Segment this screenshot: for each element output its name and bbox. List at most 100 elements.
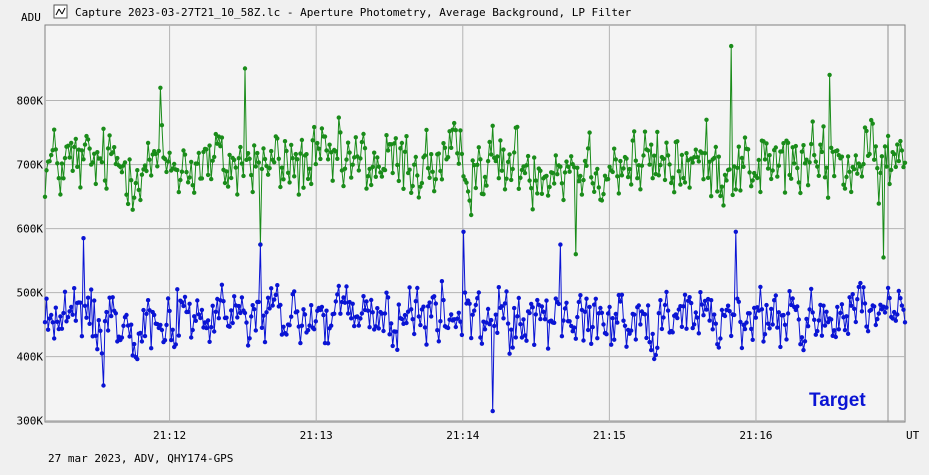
series-comparison-point [695, 155, 700, 160]
series-target-point [79, 334, 85, 339]
series-target-point [149, 346, 154, 351]
series-comparison-point [295, 157, 300, 162]
series-target-point [749, 326, 754, 332]
series-comparison-point [144, 168, 149, 174]
series-comparison-point [662, 177, 668, 183]
series-target-point [610, 316, 615, 321]
series-comparison-point [889, 167, 894, 173]
series-comparison-point [855, 171, 860, 176]
series-comparison-point [296, 192, 301, 197]
series-comparison-point [255, 150, 260, 156]
series-target-point [573, 336, 578, 341]
series-target-point [758, 284, 763, 290]
series-target-point [722, 313, 728, 319]
x-tick-label: 21:14 [446, 429, 479, 442]
series-target-point [113, 311, 119, 316]
series-comparison-point [87, 146, 92, 151]
series-comparison-point [596, 185, 601, 190]
series-comparison-point [712, 155, 717, 161]
series-target-point [821, 303, 826, 308]
series-target-point [192, 314, 197, 319]
series-comparison-point [529, 186, 534, 191]
series-comparison-point [213, 131, 218, 137]
series-comparison-point [612, 146, 617, 151]
series-comparison-point [829, 145, 834, 150]
series-comparison-point [115, 155, 120, 161]
series-target-point [50, 320, 55, 325]
series-target-point [92, 298, 97, 303]
series-comparison-point [716, 154, 721, 159]
series-target-point [862, 301, 868, 306]
series-target-point [232, 294, 237, 299]
y-tick-label: 800K [17, 95, 44, 108]
series-comparison-point [667, 162, 672, 167]
series-comparison-point [453, 128, 458, 133]
series-target-point [469, 335, 474, 341]
series-target-point [699, 302, 705, 307]
series-target-point [69, 304, 74, 310]
series-target-point [844, 314, 849, 319]
series-comparison-point [845, 154, 851, 159]
series-comparison-point [489, 152, 494, 157]
series-comparison-point [467, 198, 472, 203]
series-target-point [470, 312, 475, 317]
series-comparison-point [413, 154, 418, 160]
series-comparison-point [798, 190, 803, 196]
series-comparison-point [158, 85, 163, 91]
series-target-point [335, 292, 340, 297]
series-target-point [439, 279, 445, 284]
footer-caption: 27 mar 2023, ADV, QHY174-GPS [48, 452, 233, 465]
series-target-point [695, 315, 700, 320]
series-comparison-point [656, 173, 661, 178]
series-comparison-point [510, 166, 515, 172]
series-target-point [359, 311, 365, 316]
series-target-point [839, 302, 845, 307]
series-target-point [341, 295, 346, 300]
series-target-point [485, 306, 491, 312]
series-target-point [882, 310, 888, 315]
series-target-point [715, 342, 720, 347]
series-comparison-point [738, 188, 743, 193]
series-target-point [167, 308, 172, 314]
series-comparison-point [678, 182, 683, 187]
series-comparison-point [404, 134, 409, 139]
series-target-point [45, 327, 51, 332]
series-target-point [325, 341, 331, 346]
series-target-point [785, 311, 791, 316]
series-target-point [693, 310, 698, 315]
series-target-point [615, 320, 620, 325]
series-target-point [429, 314, 434, 319]
series-target-point [82, 303, 88, 308]
series-target-point [812, 317, 817, 322]
series-comparison-point [884, 164, 889, 169]
series-comparison-point [61, 176, 66, 181]
series-target-point [587, 304, 592, 310]
series-target-point [898, 296, 903, 301]
series-comparison-point [764, 141, 769, 146]
series-comparison-point [369, 182, 374, 188]
series-target-point [755, 305, 760, 310]
series-comparison-point [373, 174, 378, 179]
series-comparison-point [835, 148, 840, 153]
series-target-point [621, 318, 626, 323]
series-target-point [847, 295, 852, 300]
series-comparison-point [324, 148, 329, 153]
series-target-point [404, 320, 409, 326]
series-comparison-point [276, 156, 281, 161]
series-target-point [129, 322, 134, 327]
series-comparison-point [704, 117, 709, 123]
series-target-point [425, 304, 431, 309]
series-target-point [613, 311, 618, 317]
series-comparison-point [539, 191, 545, 196]
series-comparison-point [847, 169, 852, 174]
series-comparison-point [136, 187, 141, 193]
series-target-point [790, 296, 795, 301]
series-comparison-point [758, 189, 763, 195]
series-comparison-point [182, 152, 188, 157]
series-comparison-point [799, 149, 805, 154]
series-target-point [682, 292, 688, 297]
series-target-point [799, 335, 805, 340]
series-comparison-point [499, 168, 505, 173]
series-comparison-point [885, 133, 891, 139]
window-title: Capture 2023-03-27T21_10_58Z.lc - Apertu… [75, 6, 632, 19]
